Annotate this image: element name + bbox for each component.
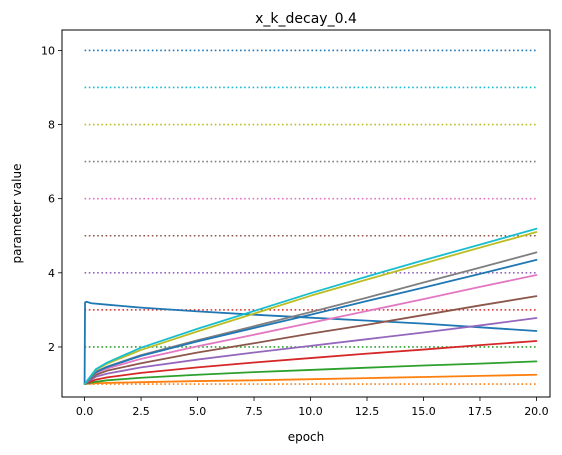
- x-tick-label: 12.5: [355, 405, 380, 418]
- series-line-1: [83, 300, 538, 385]
- y-tick-label: 4: [48, 267, 55, 280]
- y-tick-label: 8: [48, 119, 55, 132]
- y-tick-label: 10: [41, 44, 55, 57]
- x-tick-label: 5.0: [189, 405, 207, 418]
- y-axis-ticks: 2 4 6 8 10: [41, 44, 62, 354]
- data-series: [83, 227, 538, 385]
- plot-frame: [61, 29, 551, 398]
- x-tick-label: 10.0: [298, 405, 323, 418]
- x-tick-label: 2.5: [132, 405, 150, 418]
- x-axis-ticks: 0.0 2.5 5.0 7.5 10.0 12.5 15.0 17.5 20.0: [76, 397, 549, 418]
- x-tick-label: 17.5: [468, 405, 493, 418]
- chart-title: x_k_decay_0.4: [255, 11, 357, 27]
- series-line-2: [83, 373, 538, 385]
- y-tick-label: 6: [48, 193, 55, 206]
- x-axis-label: epoch: [288, 430, 325, 444]
- series-line-7: [83, 274, 538, 385]
- series-line-11: [83, 227, 538, 385]
- x-tick-label: 0.0: [76, 405, 94, 418]
- series-line-3: [83, 360, 538, 385]
- x-tick-label: 15.0: [411, 405, 436, 418]
- series-line-4: [83, 340, 538, 385]
- series-line-9: [83, 258, 538, 385]
- x-tick-label: 20.0: [524, 405, 549, 418]
- y-axis-label: parameter value: [10, 164, 24, 264]
- x-tick-label: 7.5: [245, 405, 263, 418]
- series-line-6: [83, 295, 538, 385]
- y-tick-label: 2: [48, 341, 55, 354]
- series-line-5: [83, 317, 538, 385]
